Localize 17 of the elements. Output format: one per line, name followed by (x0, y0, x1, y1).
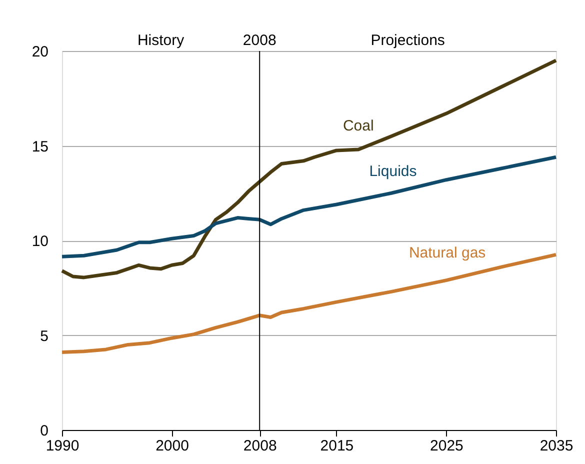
x-tick-label: 2035 (540, 438, 574, 454)
y-tick-label: 20 (32, 44, 48, 60)
y-tick-label: 5 (40, 328, 48, 345)
y-tick-label: 15 (32, 138, 48, 156)
x-tick-label: 2008 (243, 438, 277, 454)
ref-line-label: 2008 (242, 32, 276, 49)
x-tick-label: 2025 (430, 438, 464, 454)
x-tick-label: 2000 (156, 438, 189, 454)
y-tick-label: 10 (32, 233, 48, 250)
series-label: Liquids (369, 163, 417, 180)
series-label: Coal (342, 118, 374, 135)
y-tick-label: 0 (40, 422, 48, 440)
x-tick-label: 2015 (320, 438, 354, 454)
series-label: Natural gas (408, 244, 486, 262)
text: Projections (370, 32, 445, 49)
x-tick-label: 1990 (46, 438, 80, 454)
text: History (137, 32, 185, 49)
